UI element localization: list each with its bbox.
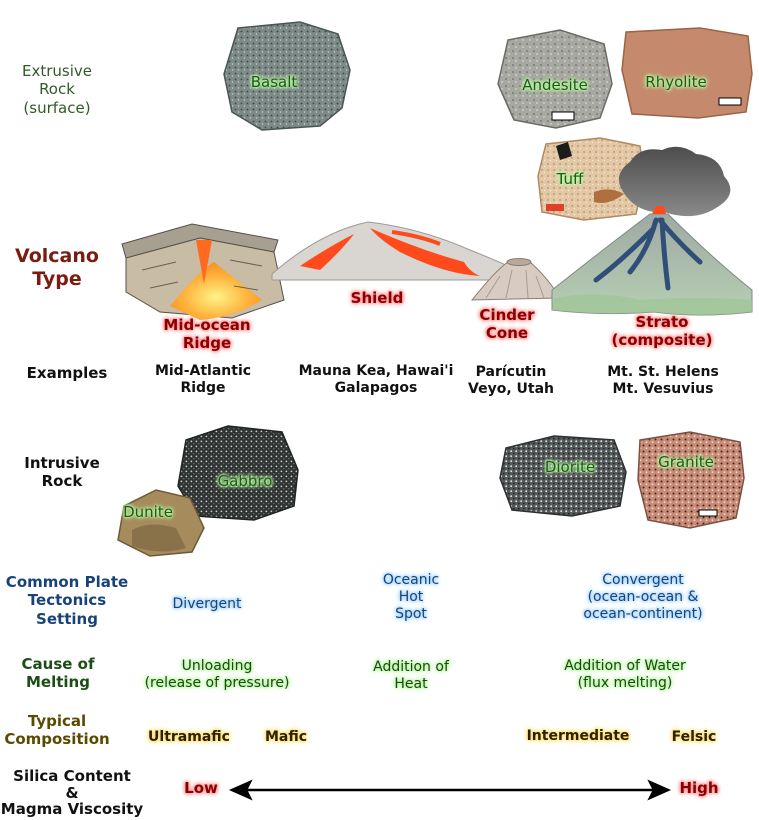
label-mid-ocean-ridge: Mid-ocean Ridge bbox=[163, 316, 251, 353]
shield-volcano-illustration bbox=[271, 221, 513, 281]
example-cinder: Parícutin Veyo, Utah bbox=[468, 364, 554, 398]
composition-intermediate: Intermediate bbox=[526, 728, 630, 744]
label-gabbro: Gabbro bbox=[217, 472, 273, 490]
label-cinder-cone: Cinder Cone bbox=[479, 306, 535, 343]
andesite-scale-bar bbox=[551, 111, 575, 121]
diorite-rock bbox=[499, 435, 627, 517]
row-label-volcano-type: Volcano Type bbox=[15, 245, 99, 291]
example-mid-ocean: Mid-Atlantic Ridge bbox=[154, 363, 252, 397]
silica-low: Low bbox=[184, 779, 218, 797]
row-label-examples: Examples bbox=[26, 364, 108, 382]
example-shield: Mauna Kea, Hawai'i Galapagos bbox=[298, 363, 454, 397]
label-tuff: Tuff bbox=[556, 170, 584, 188]
melting-unloading: Unloading (release of pressure) bbox=[144, 658, 290, 692]
composition-mafic: Mafic bbox=[264, 729, 308, 745]
label-granite: Granite bbox=[658, 453, 714, 471]
label-diorite: Diorite bbox=[544, 458, 596, 476]
row-label-plate-setting: Common Plate Tectonics Setting bbox=[5, 573, 129, 628]
row-label-intrusive: Intrusive Rock bbox=[24, 454, 100, 491]
basalt-rock bbox=[223, 21, 351, 131]
silica-high: High bbox=[679, 779, 719, 797]
label-strato: Strato (composite) bbox=[611, 313, 713, 350]
label-dunite: Dunite bbox=[123, 503, 173, 521]
label-basalt: Basalt bbox=[250, 73, 298, 91]
composition-ultramafic: Ultramafic bbox=[148, 729, 230, 745]
row-label-extrusive: Extrusive Rock (surface) bbox=[22, 62, 92, 117]
granite-rock bbox=[637, 431, 745, 529]
setting-oceanic-hot-spot: Oceanic Hot Spot bbox=[382, 572, 440, 623]
composition-felsic: Felsic bbox=[671, 729, 717, 745]
setting-convergent: Convergent (ocean-ocean & ocean-continen… bbox=[583, 572, 703, 623]
row-label-composition: Typical Composition bbox=[4, 712, 110, 749]
andesite-rock bbox=[497, 29, 613, 129]
melting-heat: Addition of Heat bbox=[373, 659, 449, 693]
setting-divergent: Divergent bbox=[172, 596, 242, 612]
melting-water: Addition of Water (flux melting) bbox=[564, 658, 686, 692]
silica-arrow bbox=[228, 779, 672, 801]
mid-ocean-ridge-illustration bbox=[121, 223, 285, 320]
label-rhyolite: Rhyolite bbox=[645, 73, 707, 91]
label-andesite: Andesite bbox=[522, 76, 588, 94]
rhyolite-rock bbox=[621, 27, 753, 119]
row-label-melting: Cause of Melting bbox=[21, 655, 95, 692]
strato-volcano-illustration bbox=[551, 146, 753, 316]
example-strato: Mt. St. Helens Mt. Vesuvius bbox=[607, 364, 719, 398]
rhyolite-scale-bar bbox=[718, 97, 742, 106]
row-label-silica: Silica Content & Magma Viscosity bbox=[0, 767, 144, 818]
granite-scale-bar bbox=[698, 509, 718, 517]
label-shield: Shield bbox=[350, 289, 404, 307]
tuff-scale-bar bbox=[546, 204, 564, 211]
